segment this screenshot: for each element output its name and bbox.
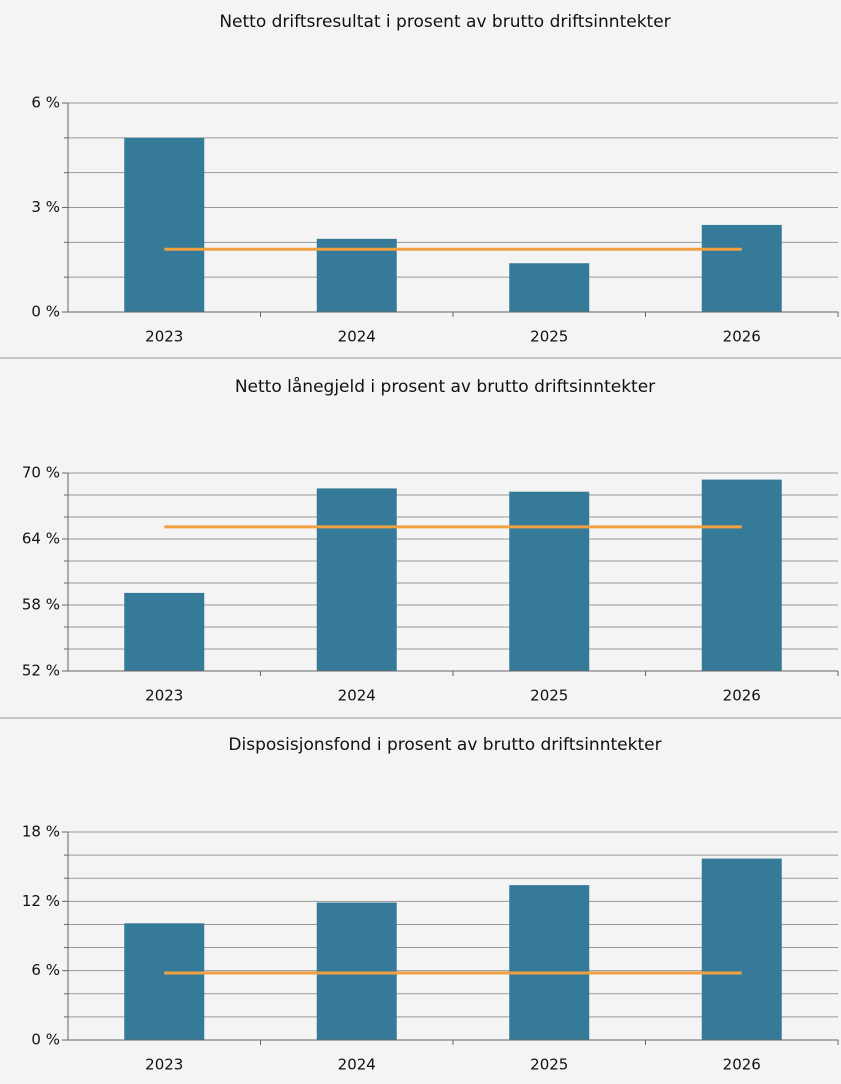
x-tick-label: 2025 <box>530 1056 568 1074</box>
x-tick-label: 2026 <box>723 687 761 705</box>
y-tick-label: 6 % <box>31 961 60 979</box>
bar <box>509 263 590 312</box>
bar <box>124 923 205 1040</box>
x-tick-label: 2023 <box>145 1056 183 1074</box>
x-tick-label: 2024 <box>338 687 376 705</box>
y-tick-label: 52 % <box>22 662 60 680</box>
x-tick-label: 2025 <box>530 328 568 346</box>
x-tick-label: 2023 <box>145 687 183 705</box>
bar <box>701 858 782 1040</box>
y-tick-label: 18 % <box>22 823 60 841</box>
x-tick-label: 2023 <box>145 328 183 346</box>
y-tick-label: 3 % <box>31 198 60 216</box>
chart-title: Netto lånegjeld i prosent av brutto drif… <box>235 376 655 397</box>
bar <box>124 592 205 671</box>
x-tick-label: 2025 <box>530 687 568 705</box>
x-tick-label: 2026 <box>723 328 761 346</box>
chart-title: Netto driftsresultat i prosent av brutto… <box>219 12 670 32</box>
bar <box>509 491 590 671</box>
bar <box>124 137 205 312</box>
y-tick-label: 6 % <box>31 94 60 112</box>
bar <box>701 224 782 312</box>
y-tick-label: 12 % <box>22 892 60 910</box>
y-tick-label: 0 % <box>31 303 60 321</box>
y-tick-label: 0 % <box>31 1031 60 1049</box>
bar <box>509 885 590 1040</box>
bar <box>316 238 397 312</box>
chart-title: Disposisjonsfond i prosent av brutto dri… <box>228 735 661 755</box>
y-tick-label: 70 % <box>22 464 60 482</box>
bar <box>701 479 782 671</box>
y-tick-label: 58 % <box>22 596 60 614</box>
x-tick-label: 2026 <box>723 1056 761 1074</box>
y-tick-label: 64 % <box>22 530 60 548</box>
x-tick-label: 2024 <box>338 328 376 346</box>
x-tick-label: 2024 <box>338 1056 376 1074</box>
bar <box>316 488 397 671</box>
bar <box>316 902 397 1040</box>
